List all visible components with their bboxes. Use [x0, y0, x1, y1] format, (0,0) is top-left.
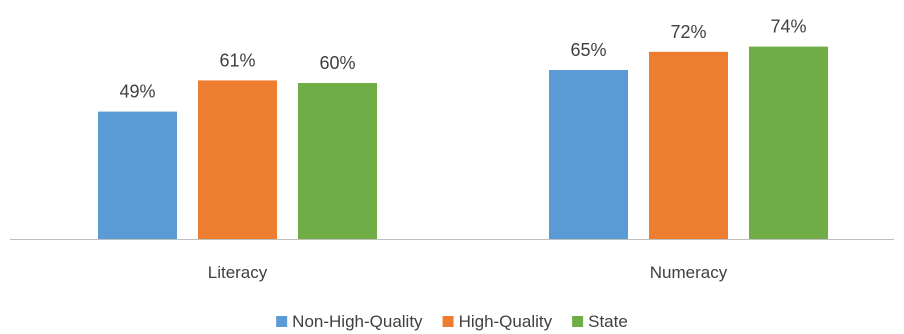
bar-literacy-state: [298, 83, 377, 239]
bars-group: [98, 46, 828, 240]
legend-swatch: [442, 316, 454, 327]
legend: Non-High-Quality High-Quality State: [276, 312, 628, 331]
data-label: 61%: [219, 50, 255, 70]
legend-item-label: Non-High-Quality: [292, 312, 423, 331]
legend-item-label: State: [588, 312, 628, 331]
legend-swatch: [572, 316, 584, 327]
category-label-numeracy: Numeracy: [650, 263, 728, 282]
legend-item-label: High-Quality: [459, 312, 553, 331]
bar-literacy-non-high-quality: [98, 111, 177, 239]
data-label: 60%: [319, 53, 355, 73]
data-label: 72%: [670, 22, 706, 42]
data-label: 74%: [770, 17, 806, 37]
category-label-literacy: Literacy: [208, 263, 268, 282]
data-label: 49%: [119, 82, 155, 102]
bar-numeracy-non-high-quality: [549, 70, 628, 239]
data-labels-group: 49% 61% 60% 65% 72% 74%: [119, 17, 806, 102]
bar-numeracy-state: [749, 46, 828, 239]
legend-swatch: [276, 316, 288, 327]
data-label: 65%: [570, 40, 606, 60]
bar-numeracy-high-quality: [649, 51, 728, 239]
bar-literacy-high-quality: [198, 80, 277, 240]
category-labels-group: Literacy Numeracy: [208, 263, 728, 282]
